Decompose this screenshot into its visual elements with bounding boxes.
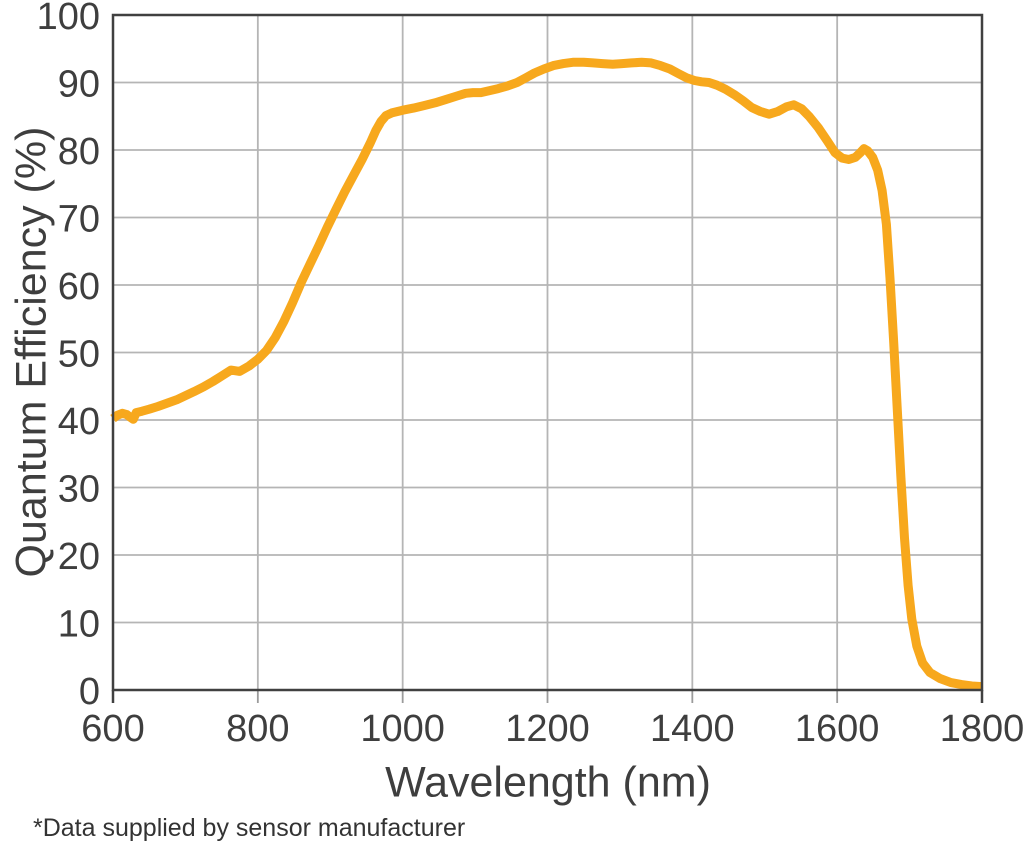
- x-tick-label: 1800: [940, 708, 1024, 750]
- y-tick-label: 80: [58, 131, 100, 173]
- x-tick-label: 800: [226, 708, 289, 750]
- y-tick-label: 0: [79, 671, 100, 713]
- y-tick-label: 100: [37, 0, 100, 38]
- x-axis-title: Wavelength (nm): [385, 758, 711, 807]
- y-tick-label: 70: [58, 199, 100, 241]
- footnote: *Data supplied by sensor manufacturer: [33, 814, 466, 842]
- x-tick-label: 600: [81, 708, 144, 750]
- qe-curve: [110, 57, 983, 692]
- y-tick-label: 60: [58, 266, 100, 308]
- y-tick-label: 90: [58, 64, 100, 106]
- y-tick-label: 40: [58, 401, 100, 443]
- y-tick-label: 30: [58, 469, 100, 511]
- y-tick-label: 10: [58, 604, 100, 646]
- x-tick-label: 1200: [505, 708, 590, 750]
- x-tick-label: 1600: [795, 708, 880, 750]
- y-tick-label: 50: [58, 334, 100, 376]
- y-axis-title: Quantum Efficiency (%): [7, 126, 56, 578]
- y-tick-label: 20: [58, 536, 100, 578]
- x-tick-label: 1400: [650, 708, 735, 750]
- plot-border: [111, 13, 984, 692]
- x-tick-label: 1000: [360, 708, 445, 750]
